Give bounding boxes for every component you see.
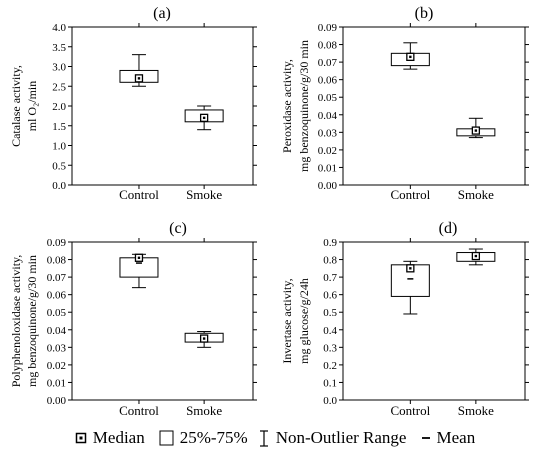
box-range-icon bbox=[159, 430, 174, 446]
y-tick-label: 1.0 bbox=[52, 141, 66, 153]
y-tick-label: 0.00 bbox=[318, 180, 338, 192]
plot-frame bbox=[71, 26, 254, 186]
y-tick-label: 0.01 bbox=[318, 162, 337, 174]
y-tick-label: 0.02 bbox=[47, 360, 66, 372]
y-tick-label: 0.05 bbox=[318, 92, 338, 104]
median-marker-dot bbox=[202, 337, 206, 340]
x-tick-label: Smoke bbox=[458, 187, 494, 202]
y-tick-label: 0.3 bbox=[323, 342, 337, 354]
median-marker-icon bbox=[75, 432, 87, 444]
y-tick-label: 0.1 bbox=[323, 377, 337, 389]
legend-label-median: Median bbox=[92, 428, 145, 447]
y-axis-label: Invertase activity, bbox=[280, 278, 294, 363]
y-axis-label: Peroxidase activity, bbox=[280, 59, 294, 153]
median-marker-dot bbox=[474, 129, 478, 132]
median-marker-dot bbox=[474, 254, 478, 258]
box-control bbox=[390, 42, 430, 70]
y-tick-label: 2.5 bbox=[52, 81, 66, 93]
y-axis-label: mg benzoquinone/g/30 min bbox=[297, 40, 311, 172]
y-tick-label: 0.00 bbox=[47, 395, 67, 407]
y-tick-label: 0.08 bbox=[47, 255, 67, 267]
y-tick-label: 0.09 bbox=[47, 237, 67, 249]
box-smoke bbox=[456, 248, 496, 266]
x-tick-label: Smoke bbox=[186, 187, 222, 202]
legend-item-median: Median bbox=[75, 428, 145, 448]
y-tick-label: 0.06 bbox=[318, 75, 338, 87]
y-tick-label: 0.03 bbox=[318, 127, 338, 139]
x-tick-label: Smoke bbox=[186, 403, 222, 418]
box-control bbox=[390, 260, 430, 315]
mean-dash-icon bbox=[422, 437, 431, 439]
y-tick-label: 3.0 bbox=[52, 62, 66, 74]
plot-frame bbox=[71, 241, 254, 401]
legend-item-box: 25%-75% bbox=[159, 428, 248, 448]
legend: Median 25%-75% Non-Outlier Range Mean bbox=[0, 424, 550, 452]
y-tick-label: 0.02 bbox=[318, 145, 337, 157]
y-tick-label: 0.06 bbox=[47, 290, 67, 302]
panel-label: (a) bbox=[153, 5, 171, 22]
y-tick-label: 0.7 bbox=[323, 272, 337, 284]
y-tick-label: 0.0 bbox=[323, 395, 337, 407]
y-tick-label: 0.2 bbox=[323, 360, 337, 372]
plot-frame bbox=[342, 241, 526, 401]
median-marker-dot bbox=[409, 55, 412, 59]
plot-frame bbox=[342, 26, 526, 186]
y-axis-label: Polyphenoloxidase activity, bbox=[9, 255, 23, 388]
y-axis-label: Catalase activity, bbox=[9, 65, 23, 147]
box-smoke bbox=[184, 331, 224, 348]
y-tick-label: 4.0 bbox=[52, 22, 66, 34]
box-smoke bbox=[456, 117, 496, 139]
x-tick-label: Control bbox=[119, 187, 159, 202]
y-tick-label: 2.0 bbox=[52, 101, 66, 113]
panel-label: (b) bbox=[415, 5, 434, 22]
y-tick-label: 0.4 bbox=[323, 325, 337, 337]
median-marker-dot bbox=[137, 256, 141, 259]
y-tick-label: 0.04 bbox=[47, 325, 67, 337]
y-tick-label: 0.01 bbox=[47, 377, 66, 389]
legend-label-mean: Mean bbox=[436, 428, 476, 447]
x-tick-label: Control bbox=[390, 403, 430, 418]
median-marker-dot bbox=[202, 116, 206, 120]
median-marker-dot bbox=[409, 267, 412, 270]
x-tick-label: Control bbox=[119, 403, 159, 418]
y-axis-label: mg benzoquinone/g/30 min bbox=[25, 255, 39, 387]
x-tick-label: Control bbox=[390, 187, 430, 202]
y-tick-label: 0.03 bbox=[47, 342, 67, 354]
y-axis-label: ml O₂/min bbox=[25, 81, 39, 132]
y-tick-label: 3.5 bbox=[52, 42, 66, 54]
median-marker-dot bbox=[137, 77, 141, 80]
box-control bbox=[119, 54, 159, 87]
y-tick-label: 1.5 bbox=[52, 121, 66, 133]
y-axis-label: mg glucose/g/24h bbox=[297, 278, 311, 364]
y-tick-label: 0.05 bbox=[47, 307, 67, 319]
legend-label-box: 25%-75% bbox=[179, 428, 248, 447]
y-tick-label: 0.07 bbox=[318, 57, 338, 69]
y-tick-label: 0.5 bbox=[52, 160, 66, 172]
whisker-range-icon bbox=[259, 429, 268, 447]
legend-label-range: Non-Outlier Range bbox=[275, 428, 407, 447]
x-tick-label: Smoke bbox=[458, 403, 494, 418]
y-tick-label: 0.09 bbox=[318, 22, 338, 34]
chart-panel-b: 0.00 0.01 0.02 0.03 0.04 0.05 0.06 0.07 0.08 0.09… bbox=[280, 5, 529, 202]
chart-panel-d: 0.0 0.1 0.2 0.3 0.4 0.5 0.6 0.7 0.8 0.9 Control Smo… bbox=[280, 220, 529, 418]
y-tick-label: 0.5 bbox=[323, 307, 337, 319]
y-tick-label: 0.07 bbox=[47, 272, 67, 284]
chart-panel-c: 0.00 0.01 0.02 0.03 0.04 0.05 0.06 0.07 0.08 0.09… bbox=[9, 220, 257, 418]
panel-label: (c) bbox=[169, 220, 187, 237]
legend-item-range: Non-Outlier Range bbox=[258, 428, 407, 448]
box-control bbox=[119, 253, 159, 289]
y-tick-label: 0.8 bbox=[323, 255, 337, 267]
y-tick-label: 0.9 bbox=[323, 237, 337, 249]
y-tick-label: 0.08 bbox=[318, 40, 338, 52]
panel-label: (d) bbox=[439, 220, 458, 237]
chart-panel-a: 0.0 0.5 1.0 1.5 2.0 2.5 3.0 3.5 4.0 Control Smoke (… bbox=[9, 5, 257, 202]
y-tick-label: 0.04 bbox=[318, 110, 338, 122]
y-tick-label: 0.0 bbox=[52, 180, 66, 192]
legend-item-mean: Mean bbox=[422, 428, 475, 448]
y-tick-label: 0.6 bbox=[323, 290, 337, 302]
box-smoke bbox=[184, 105, 224, 131]
